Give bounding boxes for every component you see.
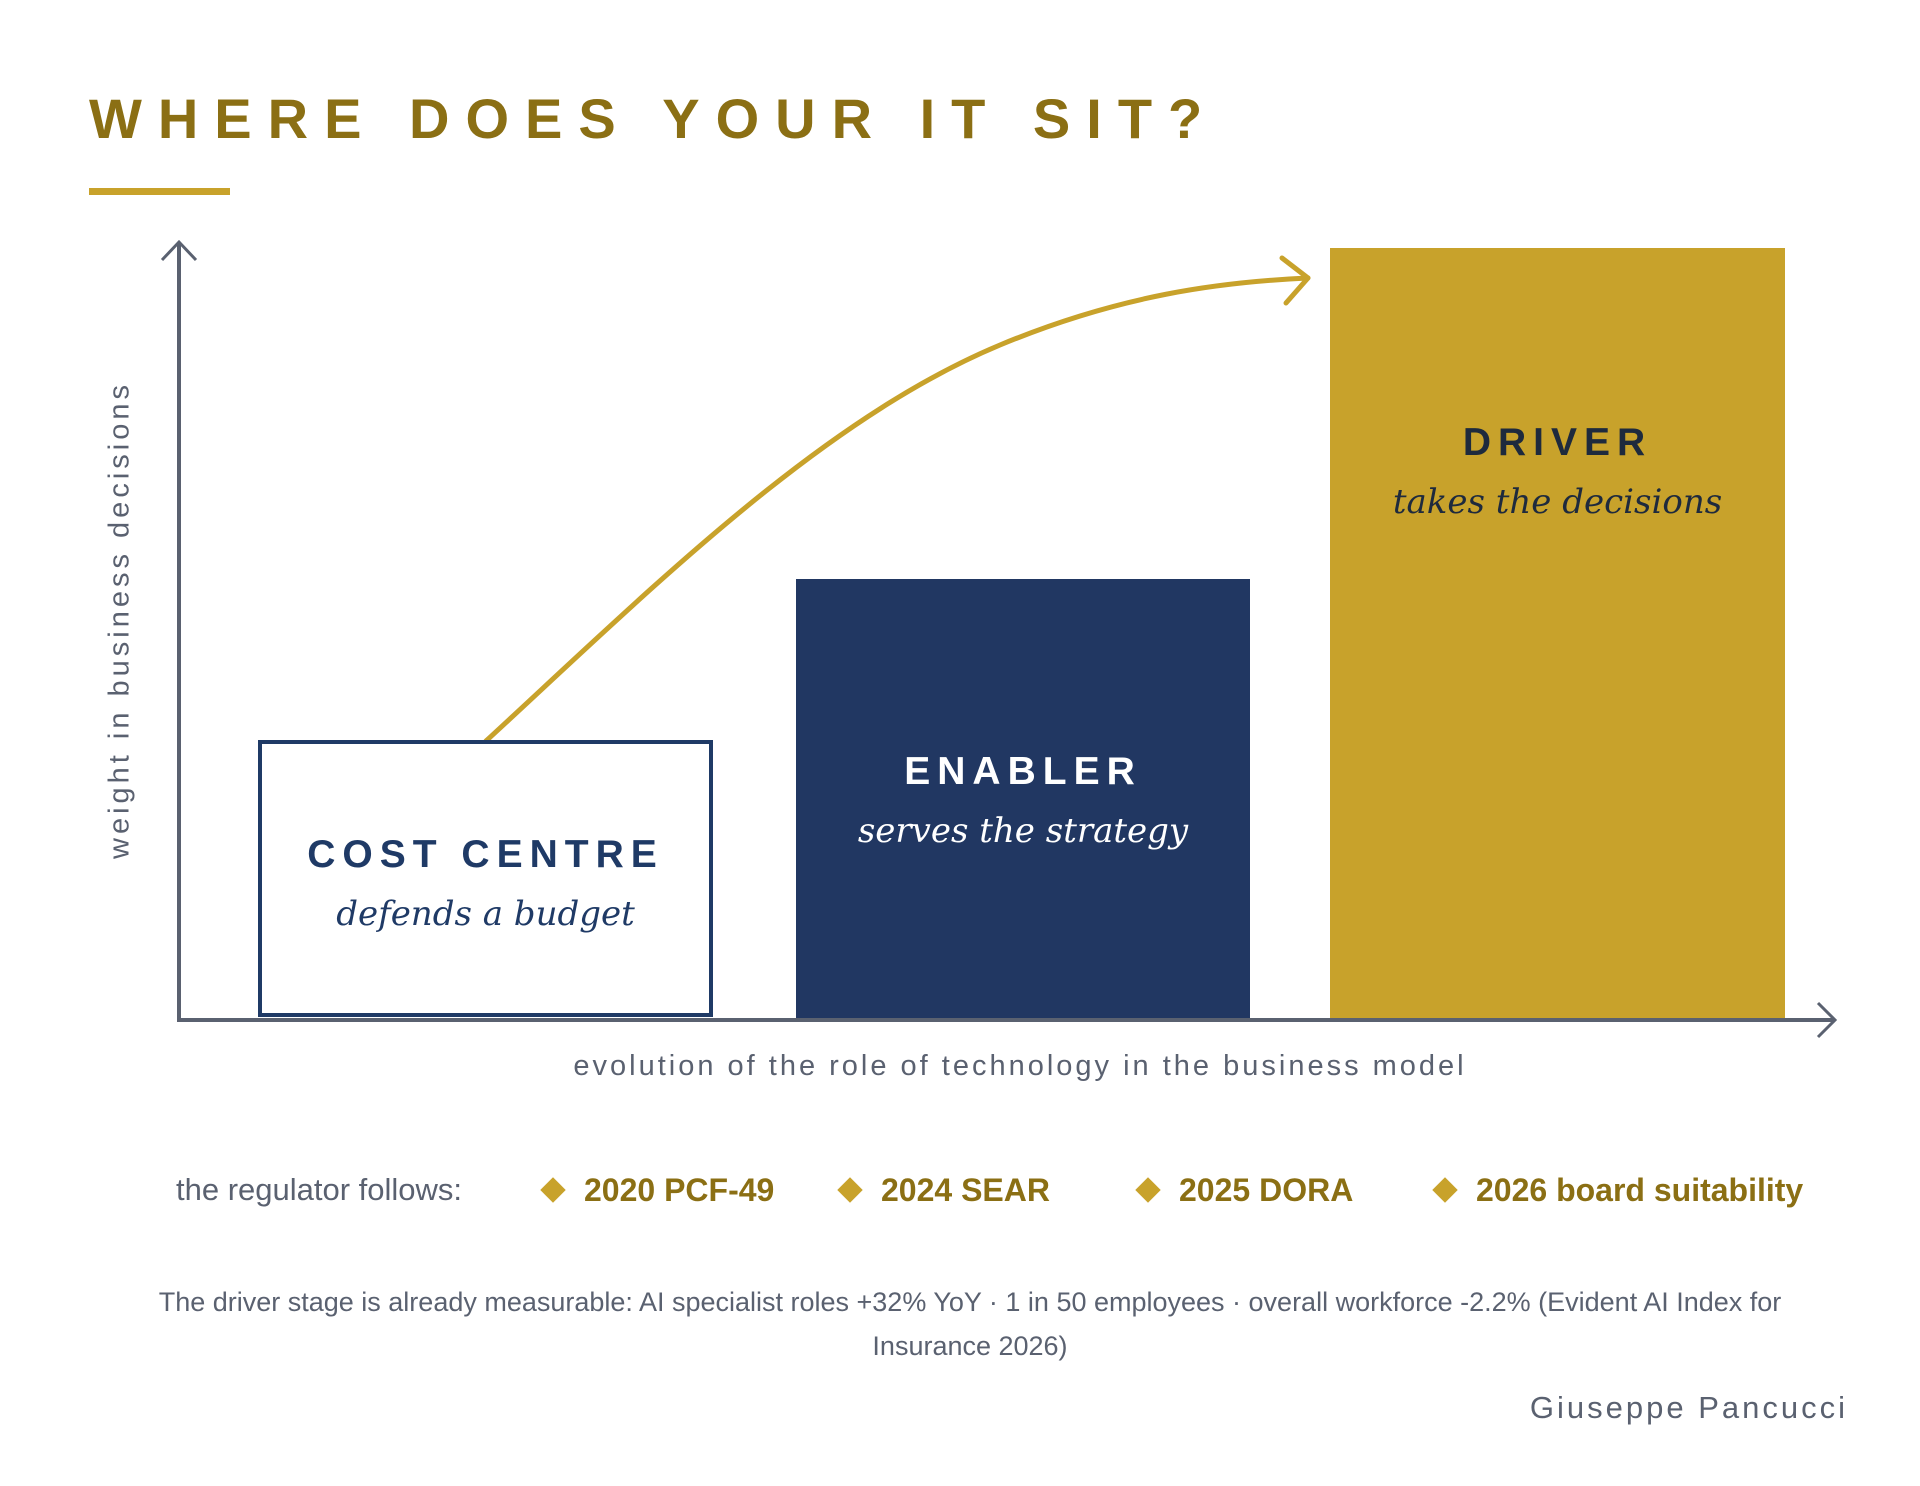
diamond-icon (540, 1177, 566, 1203)
title-underline (89, 188, 230, 195)
regulator-label: the regulator follows: (176, 1172, 463, 1207)
diamond-icon (1432, 1177, 1458, 1203)
regulator-item: 2024 SEAR (837, 1168, 1050, 1212)
regulator-item-label: 2026 board suitability (1476, 1172, 1804, 1208)
stage-description: serves the strategy (857, 811, 1189, 851)
stage-name: COST CENTRE (307, 833, 664, 876)
diamond-icon (837, 1177, 863, 1203)
growth-curve-arrowhead (1279, 255, 1311, 306)
diamond-icon (1135, 1177, 1161, 1203)
stage-name: ENABLER (904, 750, 1142, 793)
stage-cost-centre: COST CENTRE defends a budget (258, 740, 713, 1017)
regulator-item-label: 2025 DORA (1179, 1172, 1354, 1208)
regulator-item: 2020 PCF-49 (540, 1168, 775, 1212)
stage-enabler: ENABLER serves the strategy (796, 579, 1250, 1018)
stage-description: defends a budget (336, 894, 635, 934)
stage-driver: DRIVER takes the decisions (1330, 248, 1785, 1018)
page-title: WHERE DOES YOUR IT SIT? (89, 87, 1219, 150)
footnote: The driver stage is already measurable: … (158, 1287, 1782, 1361)
author-credit: Giuseppe Pancucci (1529, 1390, 1848, 1425)
growth-curve-arrow (483, 275, 1311, 744)
regulator-timeline: the regulator follows: 2020 PCF-49 2024 … (176, 1168, 1876, 1212)
regulator-item-label: 2020 PCF-49 (584, 1172, 775, 1208)
regulator-item: 2025 DORA (1135, 1168, 1354, 1212)
stage-description: takes the decisions (1392, 482, 1723, 522)
x-axis-arrowhead (1816, 1001, 1838, 1039)
y-axis-label: weight in business decisions (103, 381, 136, 859)
stage-name: DRIVER (1462, 421, 1653, 464)
x-axis-label: evolution of the role of technology in t… (573, 1050, 1467, 1082)
y-axis-arrowhead (160, 239, 198, 262)
regulator-item-label: 2024 SEAR (881, 1172, 1050, 1208)
regulator-item: 2026 board suitability (1432, 1168, 1804, 1212)
